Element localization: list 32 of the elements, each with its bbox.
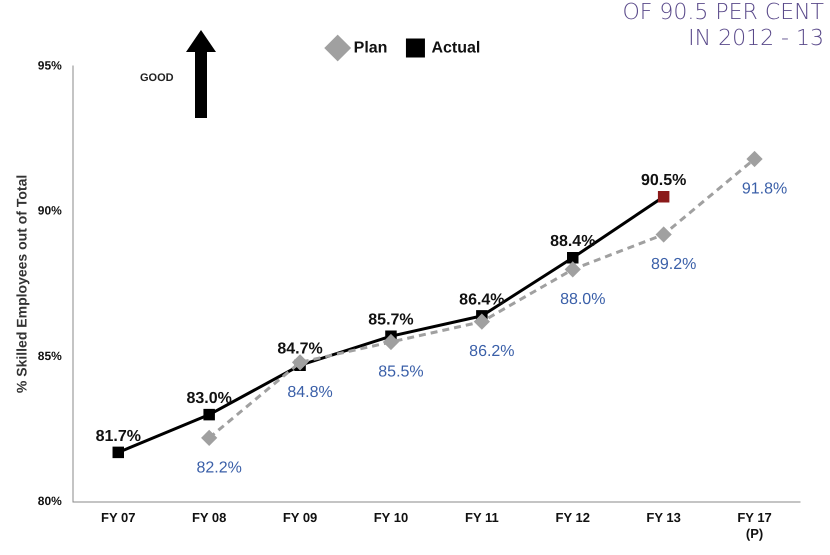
data-label: 85.5% [378, 363, 424, 380]
y-tick-label: 95% [38, 58, 62, 72]
x-tick-label: FY 12 [556, 510, 590, 526]
y-axis-title: % Skilled Employees out of Total [13, 174, 30, 394]
data-label: 86.4% [459, 291, 505, 308]
y-tick-label: 90% [38, 204, 62, 218]
data-label: 82.2% [196, 459, 242, 476]
data-label: 85.7% [368, 312, 414, 329]
data-label: 84.8% [287, 384, 333, 401]
legend-label: Actual [431, 39, 480, 56]
data-label: 89.2% [650, 256, 696, 273]
data-label: 88.4% [550, 233, 596, 250]
x-tick-label: FY 13 [646, 510, 681, 526]
x-tick-label: FY 08 [192, 510, 226, 526]
data-label: 88.0% [560, 290, 606, 308]
y-tick-label: 85% [38, 348, 62, 363]
x-tick-label: FY 09 [282, 510, 318, 526]
data-label: 81.7% [96, 428, 141, 445]
text: OF 90.5 PER CENT [622, 0, 824, 26]
x-tick-label: FY 11 [464, 510, 499, 526]
data-label: 86.2% [469, 343, 515, 360]
x-tick-label: FY 17 (P) [737, 510, 772, 541]
legend-label: Plan [354, 39, 388, 56]
data-label: 90.5% [640, 172, 686, 190]
data-label: 91.8% [742, 180, 788, 198]
y-tick-label: 80% [38, 494, 62, 508]
x-tick-label: FY 07 [101, 510, 136, 526]
data-label: 84.7% [277, 340, 323, 358]
x-tick-label: FY 10 [374, 510, 408, 526]
annotation: GOOD [140, 72, 174, 84]
text: IN 2012 - 13 [687, 26, 824, 52]
data-label: 83.0% [186, 390, 232, 408]
